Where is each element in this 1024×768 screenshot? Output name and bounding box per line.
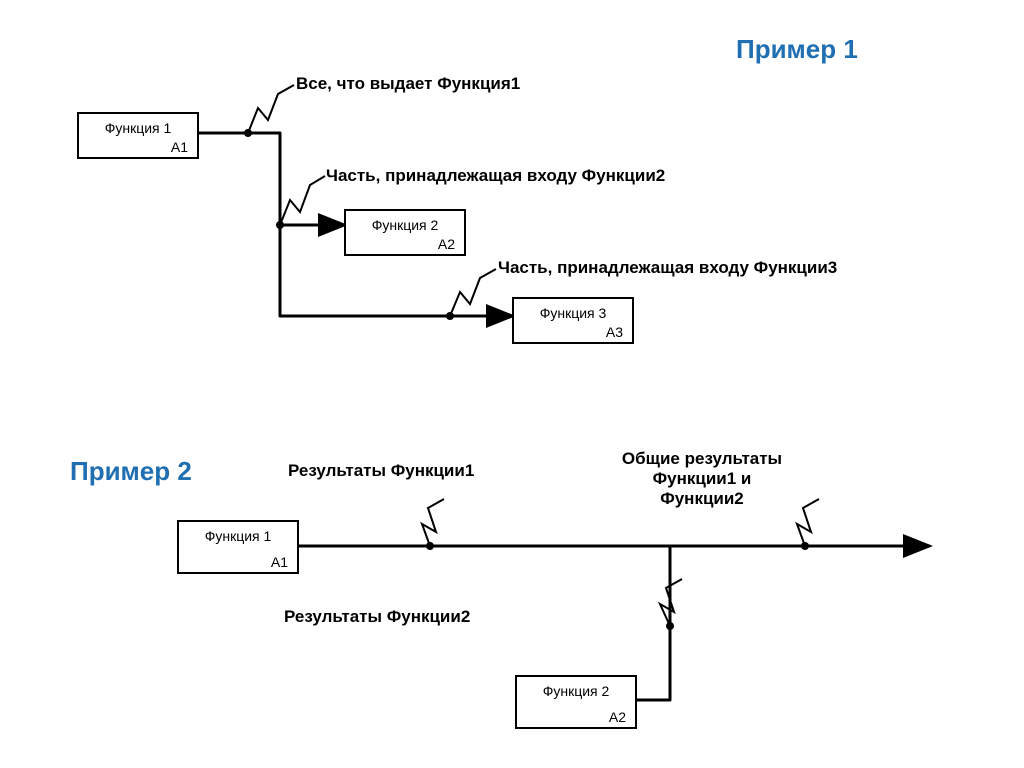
svg-text:Функция 2: Функция 2	[372, 217, 439, 233]
diagram-svg: Функция 1 A1 Функция 2 A2 Функция 3 A3 Функция…	[0, 0, 1024, 768]
svg-text:Функция 2: Функция 2	[543, 683, 610, 699]
svg-text:A1: A1	[171, 139, 188, 155]
svg-text:Функция 1: Функция 1	[105, 120, 172, 136]
svg-text:Функция 1: Функция 1	[205, 528, 272, 544]
svg-text:A2: A2	[609, 709, 626, 725]
svg-text:A2: A2	[438, 236, 455, 252]
svg-text:A3: A3	[606, 324, 623, 340]
svg-text:A1: A1	[271, 554, 288, 570]
svg-text:Функция 3: Функция 3	[540, 305, 607, 321]
